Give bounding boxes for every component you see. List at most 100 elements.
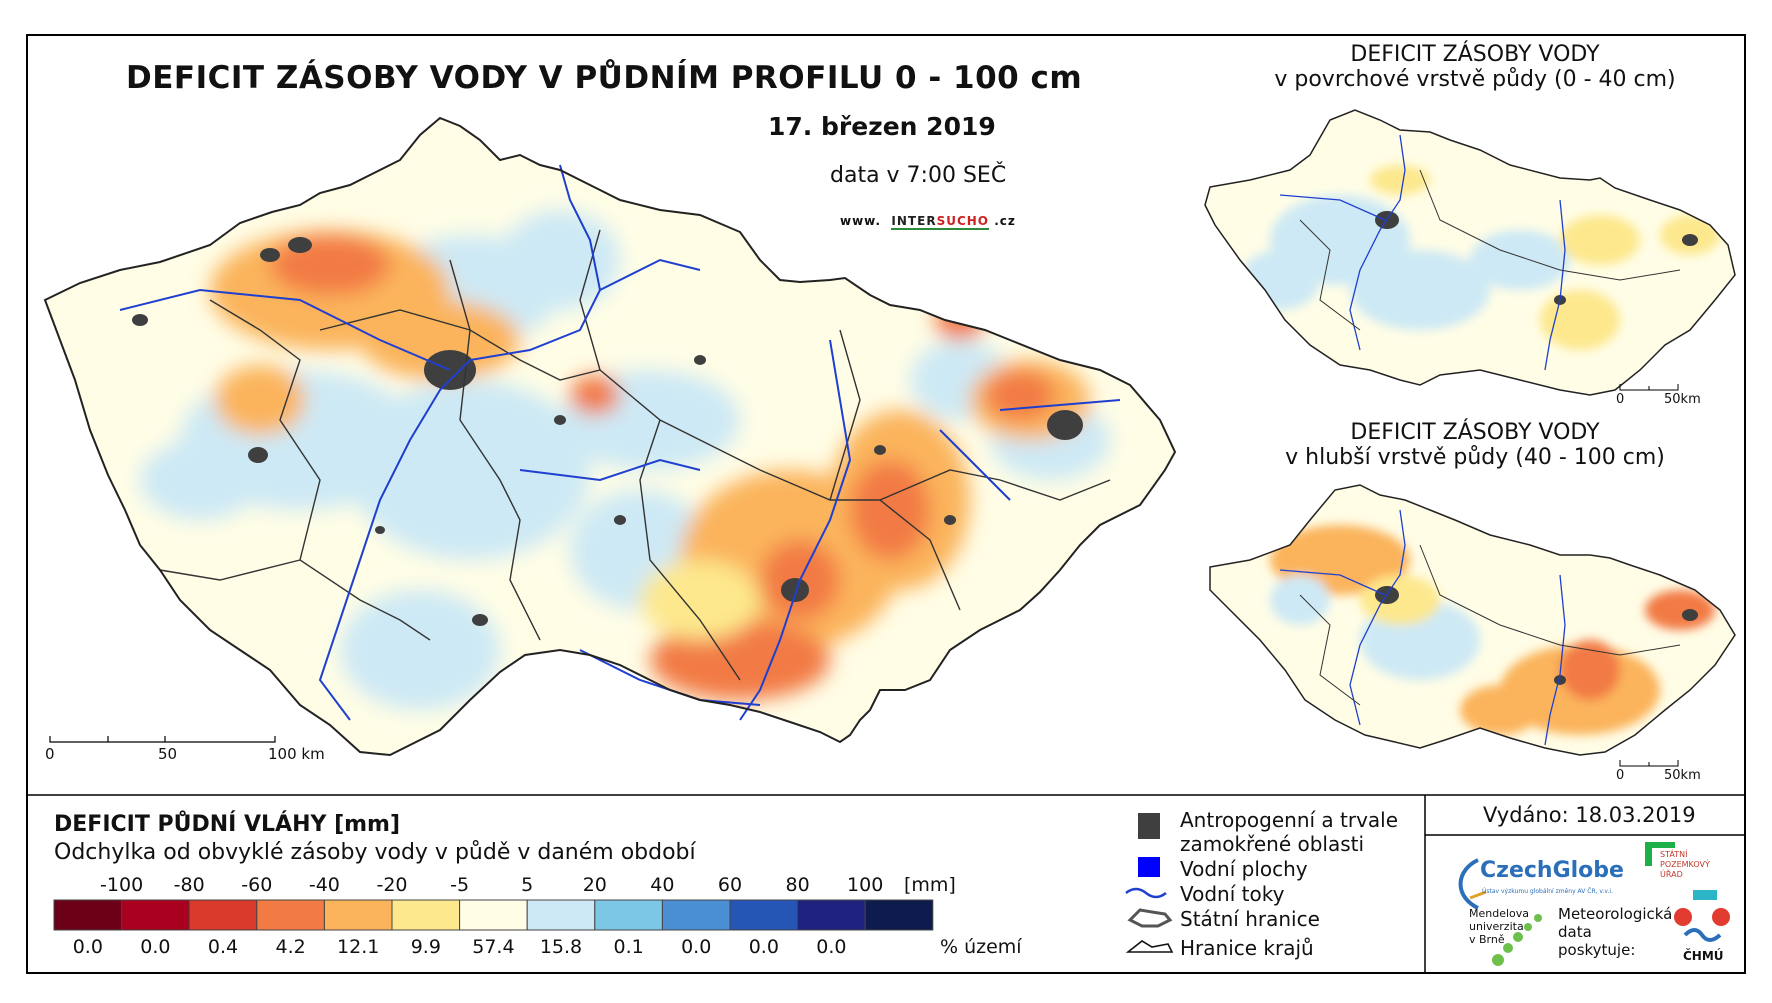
- legend-bin-8: [594, 899, 663, 931]
- legend-bin-5: [391, 899, 461, 931]
- urban-swatch: [1138, 813, 1160, 839]
- chmu-logo-text: ČHMÚ: [1683, 949, 1724, 963]
- legend-bin-1: [121, 899, 190, 931]
- czechglobe-logo-subtext: Ústav výzkumu globální změny AV ČR, v.v.…: [1482, 888, 1613, 895]
- legend-tick-1: -80: [173, 874, 205, 896]
- inset-top-title: DEFICIT ZÁSOBY VODY v povrchové vrstvě p…: [1255, 42, 1695, 92]
- legend-bin-4: [323, 899, 393, 931]
- main-scale-label-0: 0: [45, 745, 55, 763]
- inset-bottom-scale-50: 50km: [1664, 768, 1701, 783]
- legend-tick-2: -60: [241, 874, 273, 896]
- main-map-date: 17. březen 2019: [768, 112, 996, 141]
- website-brand-a: INTER: [891, 214, 937, 230]
- mendel-logo: [1492, 914, 1542, 966]
- met-data-line3: poskytuje:: [1558, 941, 1636, 959]
- legend-percent-3: 4.2: [275, 936, 306, 958]
- inset-top-title-line1: DEFICIT ZÁSOBY VODY: [1350, 42, 1600, 67]
- region-border-symbol: [1125, 940, 1174, 953]
- water-legend-label: Vodní plochy: [1180, 857, 1308, 881]
- legend-tick-9: 60: [717, 874, 743, 896]
- spu-logo-line2: POZEMKOVÝ: [1660, 860, 1710, 869]
- chmu-logo: [1674, 890, 1730, 942]
- met-data-line1: Meteorologická: [1558, 905, 1673, 923]
- czechglobe-logo: [1458, 858, 1487, 910]
- state-border-symbol: [1127, 908, 1173, 928]
- legend-bin-2: [188, 899, 258, 931]
- main-map-region-borders: [159, 229, 1111, 681]
- legend-percent-5: 9.9: [410, 936, 441, 958]
- website-prefix: www.: [840, 214, 882, 228]
- urban-legend-line1: Antropogenní a trvale: [1180, 808, 1399, 832]
- inset-top-scale-50: 50km: [1664, 392, 1701, 407]
- spu-logo-line1: STÁTNÍ: [1660, 850, 1688, 859]
- mendel-logo-line1: Mendelova: [1469, 907, 1530, 920]
- legend-percent-label: % území: [940, 936, 1022, 958]
- spu-logo: [1645, 842, 1675, 866]
- legend-percent-0: 0.0: [72, 936, 103, 958]
- legend-bin-0: [53, 899, 123, 931]
- river-symbol: [1125, 887, 1167, 899]
- inset-top-scale-bar: [1619, 384, 1679, 391]
- legend-bin-10: [729, 899, 799, 931]
- inset-bottom-title: DEFICIT ZÁSOBY VODY v hlubší vrstvě půdy…: [1255, 420, 1695, 470]
- inset-top-scale-0: 0: [1616, 392, 1625, 407]
- legend-bin-11: [797, 899, 866, 931]
- state-border-legend-label: Státní hranice: [1180, 907, 1320, 931]
- website-label: www. INTERSUCHO .cz: [840, 214, 1016, 230]
- legend-tick-10: 80: [785, 874, 810, 896]
- website-suffix: .cz: [994, 214, 1016, 228]
- legend-tick-8: 40: [650, 874, 675, 896]
- legend-percent-4: 12.1: [337, 936, 380, 958]
- inset-bottom-scale-0: 0: [1616, 768, 1625, 783]
- inset-bottom-title-line1: DEFICIT ZÁSOBY VODY: [1350, 420, 1600, 445]
- legend-percent-10: 0.0: [748, 936, 779, 958]
- met-data-text: Meteorologická data poskytuje:: [1558, 905, 1672, 959]
- legend-percent-2: 0.4: [207, 936, 239, 958]
- legend-unit: [mm]: [904, 874, 956, 896]
- legend-title: DEFICIT PŮDNÍ VLÁHY [mm]: [54, 812, 401, 837]
- legend-bin-6: [459, 899, 528, 931]
- legend-bin-3: [256, 899, 325, 931]
- main-map-title: DEFICIT ZÁSOBY VODY V PŮDNÍM PROFILU 0 -…: [126, 60, 1083, 96]
- legend-percent-11: 0.0: [816, 936, 847, 958]
- urban-legend-label: Antropogenní a trvale zamokřené oblasti: [1180, 808, 1398, 856]
- met-data-line2: data: [1558, 923, 1592, 941]
- region-border-legend-label: Hranice krajů: [1180, 936, 1314, 960]
- legend-percent-6: 57.4: [472, 936, 515, 958]
- main-map-time: data v 7:00 SEČ: [830, 163, 1007, 188]
- issued-date: Vydáno: 18.03.2019: [1483, 803, 1696, 827]
- mendel-logo-text: Mendelova univerzita v Brně: [1469, 907, 1529, 946]
- mendel-logo-line3: v Brně: [1469, 933, 1505, 946]
- czechglobe-logo-text: CzechGlobe: [1480, 858, 1624, 883]
- legend-tick-0: -100: [100, 874, 144, 896]
- legend-percent-7: 15.8: [539, 936, 583, 958]
- water-swatch: [1138, 857, 1160, 877]
- inset-top-title-line2: v povrchové vrstvě půdy (0 - 40 cm): [1274, 67, 1676, 92]
- urban-legend-line2: zamokřené oblasti: [1180, 832, 1365, 856]
- main-map-rivers: [119, 164, 1121, 721]
- legend-tick-7: 20: [582, 874, 607, 896]
- legend-bin-7: [526, 899, 596, 931]
- main-scale-label-50: 50: [158, 745, 178, 763]
- spu-logo-line3: ÚŘAD: [1660, 870, 1683, 879]
- legend-tick-5: -5: [450, 874, 470, 896]
- legend-bin-12: [864, 899, 934, 931]
- website-brand-b: SUCHO: [936, 214, 989, 230]
- legend-tick-11: 100: [847, 874, 884, 896]
- main-map: [43, 116, 1177, 757]
- legend-bin-9: [661, 899, 731, 931]
- spu-logo-text: STÁTNÍ POZEMKOVÝ ÚŘAD: [1660, 850, 1710, 880]
- legend-percent-9: 0.0: [681, 936, 712, 958]
- inset-bottom-title-line2: v hlubší vrstvě půdy (40 - 100 cm): [1285, 445, 1665, 470]
- legend-subtitle: Odchylka od obvyklé zásoby vody v půdě v…: [54, 840, 696, 865]
- inset-top-map: [1204, 109, 1736, 396]
- main-map-state-border: [43, 116, 1177, 757]
- inset-bottom-scale-bar: [1619, 760, 1679, 767]
- legend-tick-3: -40: [308, 874, 340, 896]
- river-legend-label: Vodní toky: [1180, 882, 1285, 906]
- legend-percent-8: 0.1: [613, 936, 644, 958]
- legend-percent-1: 0.0: [140, 936, 171, 958]
- legend-tick-6: 5: [521, 874, 534, 896]
- main-scale-label-100: 100 km: [268, 745, 325, 763]
